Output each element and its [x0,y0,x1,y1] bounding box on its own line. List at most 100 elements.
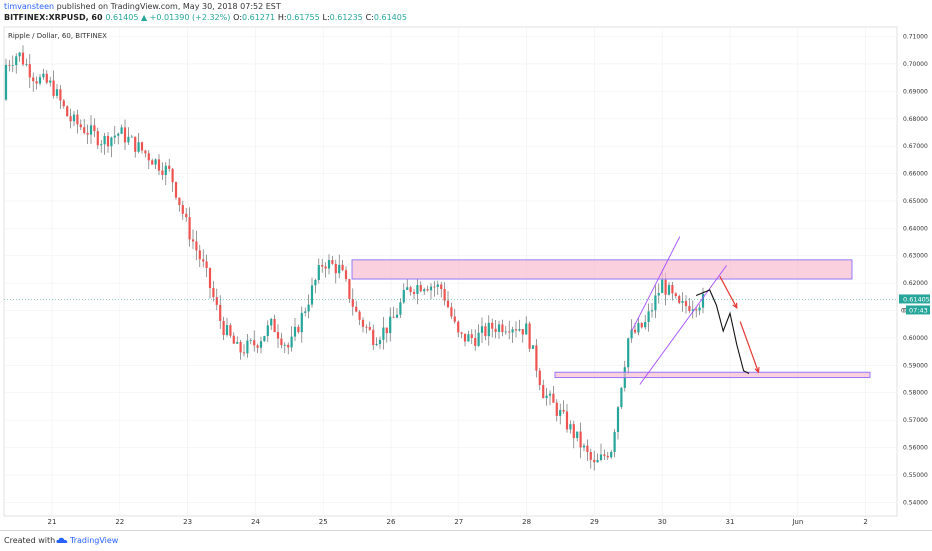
candle-body [195,241,198,251]
candle-body [348,279,351,300]
candle-body [76,114,79,125]
candle-body [66,106,69,117]
candle-body [355,306,358,312]
candle-body [229,325,232,336]
candle-body [123,127,127,143]
candle-body [562,410,565,412]
time-axis[interactable]: 21 22 23 24 25 26 27 28 29 30 31 Jun 2 [48,518,868,526]
y-tick-label: 0.71000 [903,34,928,41]
candle-body [453,316,456,322]
x-tick-label: 26 [387,518,396,526]
x-tick-label: 21 [48,518,57,526]
candle-body [450,307,453,317]
candle-body [86,132,89,135]
price-axis[interactable]: 0.71000 0.70000 0.69000 0.68000 0.67000 0.660… [903,34,928,507]
projection-path [695,289,750,374]
author-link[interactable]: timvansteen [4,2,55,11]
open-label: O: [233,13,243,22]
candle-body [212,288,215,298]
arrow-head [732,302,738,310]
candle-body [691,309,694,312]
candle-body [423,289,426,292]
wedge-line [631,236,681,332]
candle-body [45,73,48,83]
candle-body [644,322,647,328]
candle-body [222,320,225,335]
candle-body [569,424,572,430]
candle-body [559,410,562,416]
candle-body [555,402,558,416]
candle-body [416,285,419,294]
candle-body [616,407,620,432]
plot-border [3,26,898,517]
candle-body [576,431,579,439]
candle-body [28,64,31,78]
candle-body [338,264,341,274]
candle-body [127,136,130,143]
candle-body [589,452,592,460]
candle-body [246,340,249,354]
tradingview-brand-link[interactable]: TradingView [70,536,119,545]
candle-body [321,265,324,267]
candle-body [433,286,436,288]
candle-body [487,322,490,337]
symbol-info: BITFINEX:XRPUSD, 60 0.61405 ▲ +0.01390 (… [4,13,407,22]
last-price-value: 0.61405 [903,295,930,303]
x-tick-label: 27 [454,518,463,526]
x-tick-label: Jun [791,518,803,526]
candle-body [497,324,501,332]
candle-body [35,81,38,84]
y-tick-label: 0.60000 [903,335,928,342]
candle-body [446,300,450,308]
support-zone [554,371,871,379]
candle-body [545,395,548,399]
candle-body [392,316,395,318]
x-tick-label: 24 [251,518,260,526]
candle-body [266,325,269,337]
candle-body [684,301,688,307]
candle-body [62,100,65,107]
candle-body [361,319,365,327]
x-tick-label: 22 [115,518,124,526]
candle-body [324,266,327,269]
candle-body [293,326,297,337]
x-tick-label: 23 [183,518,192,526]
candle-body [181,205,184,214]
candle-body [654,295,657,311]
countdown-tag [906,305,930,315]
candle-body [89,125,93,135]
candle-body [671,285,674,294]
candle-body [698,307,701,311]
candle-body [613,431,616,452]
candle-body [470,334,473,338]
candle-body [120,127,123,134]
candle-body [273,318,276,333]
y-tick-label: 0.58000 [903,390,928,397]
candle-body [436,284,439,287]
candle-body [603,454,606,456]
candle-body [501,324,504,333]
countdown-value: 07:43 [909,306,928,314]
candle-body [287,344,290,348]
candle-body [219,304,222,321]
candle-body [236,342,239,344]
y-tick-label: 0.62000 [903,280,928,287]
candle-body [586,445,589,453]
candle-body [198,250,201,260]
candle-body [525,323,528,335]
candle-body [270,318,273,326]
candle-body [504,331,507,333]
candle-body [205,261,208,269]
candle-body [134,136,137,152]
symbol-label: BITFINEX:XRPUSD, 60 [4,13,103,22]
price-chart[interactable]: Ripple / Dollar, 60, BITFINEX 0.710000.7… [0,0,932,530]
candle-body [406,287,409,290]
candle-body [253,340,256,346]
candle-body [480,326,484,333]
candle-body [385,327,388,334]
candle-body [661,279,664,294]
candle-body [477,332,480,346]
candle-body [637,323,640,333]
candle-body [185,213,188,218]
candle-body [202,259,205,262]
